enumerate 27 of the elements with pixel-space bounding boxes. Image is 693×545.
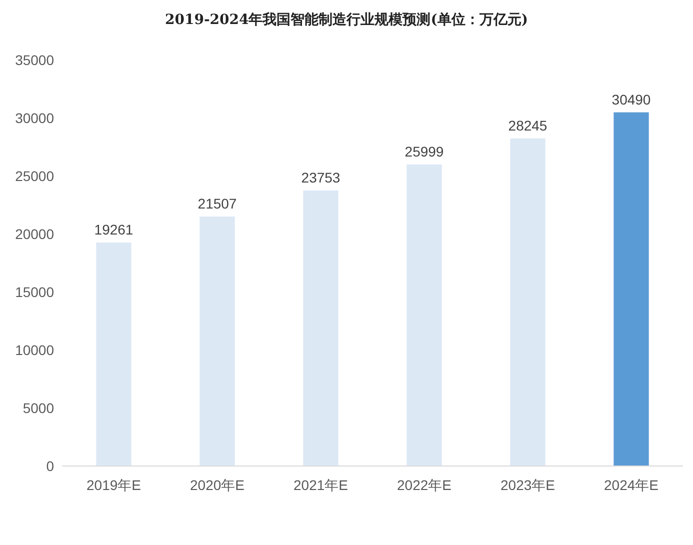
x-tick-label: 2021年E <box>294 477 348 493</box>
data-label: 25999 <box>404 143 444 160</box>
x-tick-label: 2023年E <box>500 477 555 493</box>
x-tick-label: 2024年E <box>604 477 658 493</box>
y-tick-label: 0 <box>46 458 54 474</box>
bar <box>200 216 235 466</box>
bar <box>96 242 132 466</box>
chart-title: 2019-2024年我国智能制造行业规模预测(单位：万亿元) <box>165 12 528 28</box>
x-tick-label: 2020年E <box>190 477 244 493</box>
data-label: 28245 <box>508 117 548 134</box>
y-tick-label: 15000 <box>15 284 54 300</box>
data-label: 30490 <box>612 91 651 108</box>
bar <box>406 164 442 466</box>
x-tick-label: 2019年E <box>86 477 141 493</box>
bar <box>303 190 338 466</box>
y-tick-label: 25000 <box>15 168 54 184</box>
y-tick-label: 20000 <box>15 226 54 242</box>
y-tick-label: 5000 <box>22 400 54 416</box>
data-label: 19261 <box>94 222 134 238</box>
y-tick-label: 10000 <box>15 342 54 358</box>
bar <box>510 138 546 466</box>
x-tick-label: 2022年E <box>397 477 452 493</box>
bar <box>614 112 649 466</box>
y-tick-label: 35000 <box>15 52 54 68</box>
data-label: 21507 <box>198 196 237 212</box>
data-label: 23753 <box>301 169 340 186</box>
y-tick-label: 30000 <box>15 110 54 126</box>
